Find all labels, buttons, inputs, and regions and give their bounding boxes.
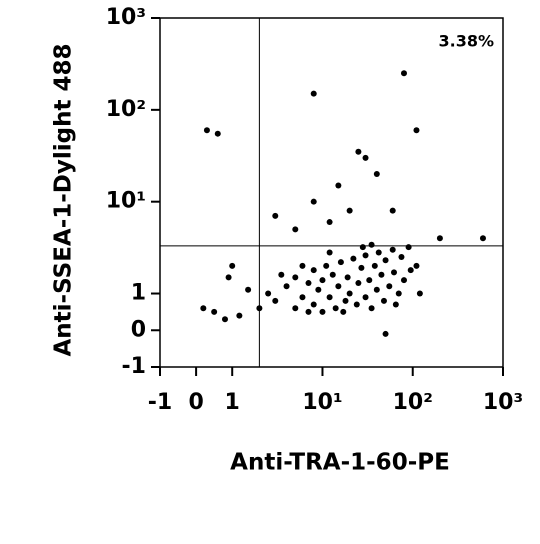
event-dot — [225, 274, 232, 281]
event-dot — [211, 308, 218, 315]
event-dot — [200, 305, 207, 312]
event-dot — [395, 290, 402, 297]
x-tick-label: 0 — [188, 390, 203, 415]
event-dot — [436, 235, 443, 242]
event-dot — [272, 297, 279, 304]
event-dot — [389, 207, 396, 214]
y-tick-label: 10³ — [106, 5, 146, 30]
event-dot — [229, 262, 236, 269]
y-tick-label: -1 — [122, 354, 146, 379]
event-dot — [326, 249, 333, 256]
event-dot — [346, 290, 353, 297]
event-dot — [310, 90, 317, 97]
event-dot — [319, 277, 326, 284]
event-dot — [310, 301, 317, 308]
event-dot — [245, 286, 252, 293]
event-dot — [337, 259, 344, 266]
event-dot — [305, 308, 312, 315]
x-tick-label: 1 — [225, 390, 240, 415]
event-dot — [416, 290, 423, 297]
event-dot — [368, 305, 375, 312]
event-dot — [479, 235, 486, 242]
event-dot — [362, 154, 369, 161]
event-dot — [265, 290, 272, 297]
event-dot — [344, 274, 351, 281]
event-dot — [355, 148, 362, 155]
event-dot — [272, 212, 279, 219]
event-dot — [292, 274, 299, 281]
event-dot — [366, 277, 373, 284]
event-dot — [299, 294, 306, 301]
x-axis-label: Anti-TRA-1-60-PE — [230, 450, 450, 476]
event-dot — [413, 262, 420, 269]
event-dot — [400, 70, 407, 77]
event-dot — [340, 308, 347, 315]
event-dot — [214, 130, 221, 137]
event-dot — [405, 244, 412, 251]
event-dot — [390, 269, 397, 276]
event-dot — [371, 262, 378, 269]
event-dot — [329, 271, 336, 278]
event-dot — [407, 267, 414, 274]
event-dot — [359, 244, 366, 251]
event-dot — [342, 297, 349, 304]
plot-frame — [159, 17, 504, 368]
event-dot — [283, 283, 290, 290]
x-tick-label: 10³ — [483, 390, 523, 415]
event-dot — [400, 277, 407, 284]
event-dot — [278, 271, 285, 278]
event-dot — [323, 262, 330, 269]
event-dot — [236, 312, 243, 319]
event-dot — [398, 253, 405, 260]
event-dot — [382, 330, 389, 337]
event-dot — [310, 198, 317, 205]
quadrant-percent: 3.38% — [438, 32, 494, 51]
event-dot — [362, 294, 369, 301]
event-dot — [392, 301, 399, 308]
event-dot — [358, 264, 365, 271]
event-dot — [353, 301, 360, 308]
event-dot — [335, 283, 342, 290]
event-dot — [305, 280, 312, 287]
event-dot — [355, 280, 362, 287]
x-tick-label: 10² — [393, 390, 433, 415]
event-dot — [292, 305, 299, 312]
event-dot — [221, 316, 228, 323]
event-dot — [299, 262, 306, 269]
event-dot — [389, 246, 396, 253]
event-dot — [315, 286, 322, 293]
event-dot — [373, 171, 380, 178]
event-dot — [382, 257, 389, 264]
x-tick-label: 10¹ — [302, 390, 342, 415]
event-dot — [335, 182, 342, 189]
event-dot — [386, 283, 393, 290]
event-dot — [310, 267, 317, 274]
event-dot — [326, 294, 333, 301]
event-dot — [332, 305, 339, 312]
event-dot — [256, 305, 263, 312]
y-tick-label: 1 — [131, 281, 146, 306]
y-axis-label: Anti-SSEA-1-Dylight 488 — [51, 43, 77, 356]
event-dot — [326, 219, 333, 226]
event-dot — [375, 249, 382, 256]
y-tick-label: 0 — [131, 317, 146, 342]
y-tick-label: 10² — [106, 97, 146, 122]
event-dot — [319, 308, 326, 315]
event-dot — [368, 241, 375, 248]
event-dot — [292, 226, 299, 233]
event-dot — [378, 271, 385, 278]
event-dot — [362, 252, 369, 259]
event-dot — [203, 127, 210, 134]
event-dot — [350, 255, 357, 262]
x-tick-label: -1 — [148, 390, 172, 415]
event-dot — [373, 286, 380, 293]
event-dot — [346, 207, 353, 214]
event-dot — [380, 297, 387, 304]
event-dot — [413, 127, 420, 134]
y-tick-label: 10¹ — [106, 189, 146, 214]
